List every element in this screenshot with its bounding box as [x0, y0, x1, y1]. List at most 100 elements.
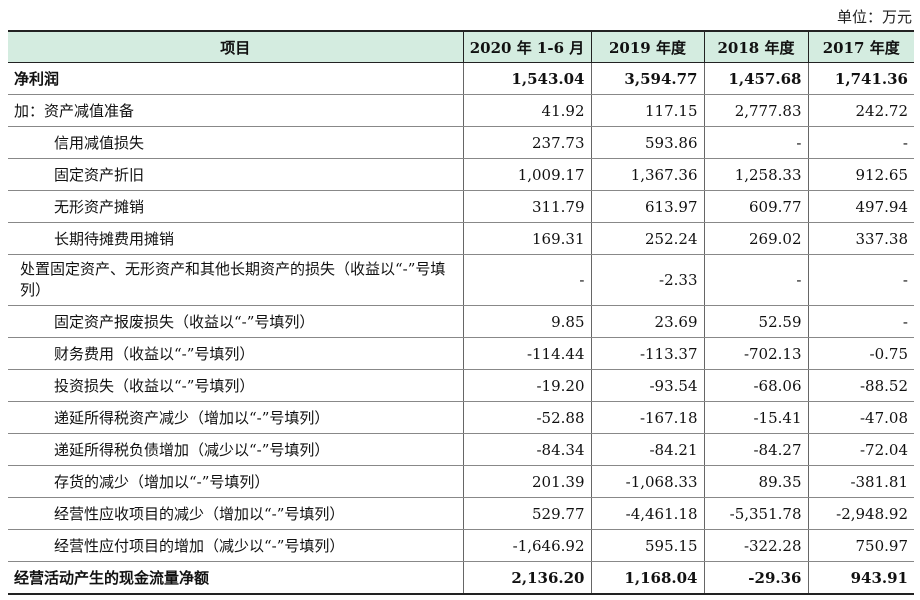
cell-value: -	[462, 254, 591, 306]
cell-value: 169.31	[462, 222, 591, 255]
header-2017: 2017 年度	[807, 30, 914, 63]
cell-value: 23.69	[590, 305, 704, 338]
table-row: 处置固定资产、无形资产和其他长期资产的损失（收益以“-”号填列） - -2.33…	[8, 254, 914, 306]
cell-value: -381.81	[807, 465, 914, 498]
cell-value: 237.73	[462, 126, 591, 159]
table-row: 加：资产减值准备 41.92 117.15 2,777.83 242.72	[8, 94, 914, 127]
cell-value: -0.75	[807, 337, 914, 370]
table-row: 经营性应付项目的增加（减少以“-”号填列） -1,646.92 595.15 -…	[8, 529, 914, 562]
cell-value: -1,646.92	[462, 529, 591, 562]
cell-value: 613.97	[590, 190, 704, 223]
cell-value: 201.39	[462, 465, 591, 498]
cell-value: 52.59	[703, 305, 808, 338]
cell-value: -19.20	[462, 369, 591, 402]
cell-value: -	[807, 305, 914, 338]
header-2018: 2018 年度	[703, 30, 808, 63]
table-row: 投资损失（收益以“-”号填列） -19.20 -93.54 -68.06 -88…	[8, 369, 914, 402]
row-label: 固定资产报废损失（收益以“-”号填列）	[8, 305, 463, 338]
cell-value: 912.65	[807, 158, 914, 191]
row-label: 经营活动产生的现金流量净额	[8, 561, 463, 595]
cell-value: 943.91	[807, 561, 914, 595]
table-row: 递延所得税负债增加（减少以“-”号填列） -84.34 -84.21 -84.2…	[8, 433, 914, 466]
row-label: 递延所得税负债增加（减少以“-”号填列）	[8, 433, 463, 466]
cell-value: -68.06	[703, 369, 808, 402]
cell-value: -47.08	[807, 401, 914, 434]
cell-value: -1,068.33	[590, 465, 704, 498]
row-label: 处置固定资产、无形资产和其他长期资产的损失（收益以“-”号填列）	[8, 254, 463, 306]
cell-value: -	[807, 254, 914, 306]
row-label: 无形资产摊销	[8, 190, 463, 223]
cell-value: 311.79	[462, 190, 591, 223]
row-label: 存货的减少（增加以“-”号填列）	[8, 465, 463, 498]
cell-value: 1,741.36	[807, 62, 914, 95]
cell-value: 9.85	[462, 305, 591, 338]
row-label: 经营性应收项目的减少（增加以“-”号填列）	[8, 497, 463, 530]
cell-value: -113.37	[590, 337, 704, 370]
cell-value: -	[807, 126, 914, 159]
header-row: 项目 2020 年 1-6 月 2019 年度 2018 年度 2017 年度	[8, 30, 914, 63]
row-label: 加：资产减值准备	[8, 94, 463, 127]
cell-value: -88.52	[807, 369, 914, 402]
row-label: 递延所得税资产减少（增加以“-”号填列）	[8, 401, 463, 434]
table-row-total: 经营活动产生的现金流量净额 2,136.20 1,168.04 -29.36 9…	[8, 561, 914, 595]
row-label: 固定资产折旧	[8, 158, 463, 191]
cell-value: 1,367.36	[590, 158, 704, 191]
cell-value: 609.77	[703, 190, 808, 223]
cell-value: -	[703, 126, 808, 159]
cell-value: -84.21	[590, 433, 704, 466]
cell-value: 593.86	[590, 126, 704, 159]
cell-value: 1,543.04	[462, 62, 591, 95]
cell-value: 1,258.33	[703, 158, 808, 191]
cell-value: -167.18	[590, 401, 704, 434]
row-label: 信用减值损失	[8, 126, 463, 159]
cell-value: 3,594.77	[590, 62, 704, 95]
cell-value: 337.38	[807, 222, 914, 255]
cell-value: -52.88	[462, 401, 591, 434]
cell-value: 2,777.83	[703, 94, 808, 127]
row-label: 经营性应付项目的增加（减少以“-”号填列）	[8, 529, 463, 562]
table-row: 无形资产摊销 311.79 613.97 609.77 497.94	[8, 190, 914, 223]
cell-value: 1,009.17	[462, 158, 591, 191]
cell-value: 242.72	[807, 94, 914, 127]
cell-value: -72.04	[807, 433, 914, 466]
row-label: 投资损失（收益以“-”号填列）	[8, 369, 463, 402]
cell-value: -114.44	[462, 337, 591, 370]
cell-value: 89.35	[703, 465, 808, 498]
table-row: 固定资产报废损失（收益以“-”号填列） 9.85 23.69 52.59 -	[8, 305, 914, 338]
table-row: 固定资产折旧 1,009.17 1,367.36 1,258.33 912.65	[8, 158, 914, 191]
header-2019: 2019 年度	[590, 30, 704, 63]
unit-label: 单位：万元	[836, 8, 912, 26]
cell-value: 497.94	[807, 190, 914, 223]
cell-value: 1,168.04	[590, 561, 704, 595]
cell-value: 2,136.20	[462, 561, 591, 595]
cell-value: 595.15	[590, 529, 704, 562]
row-label: 净利润	[8, 62, 463, 95]
cell-value: -15.41	[703, 401, 808, 434]
cell-value: -84.27	[703, 433, 808, 466]
cell-value: -2.33	[590, 254, 704, 306]
table-row: 递延所得税资产减少（增加以“-”号填列） -52.88 -167.18 -15.…	[8, 401, 914, 434]
table-row: 财务费用（收益以“-”号填列） -114.44 -113.37 -702.13 …	[8, 337, 914, 370]
cell-value: 1,457.68	[703, 62, 808, 95]
cell-value: -29.36	[703, 561, 808, 595]
cell-value: -5,351.78	[703, 497, 808, 530]
cell-value: 117.15	[590, 94, 704, 127]
header-2020h1: 2020 年 1-6 月	[462, 30, 591, 63]
table-row: 长期待摊费用摊销 169.31 252.24 269.02 337.38	[8, 222, 914, 255]
cash-flow-reconciliation-table: 项目 2020 年 1-6 月 2019 年度 2018 年度 2017 年度 …	[8, 30, 914, 595]
cell-value: 41.92	[462, 94, 591, 127]
cell-value: -84.34	[462, 433, 591, 466]
table-row: 存货的减少（增加以“-”号填列） 201.39 -1,068.33 89.35 …	[8, 465, 914, 498]
cell-value: 750.97	[807, 529, 914, 562]
table-row: 经营性应收项目的减少（增加以“-”号填列） 529.77 -4,461.18 -…	[8, 497, 914, 530]
cell-value: -2,948.92	[807, 497, 914, 530]
cell-value: 252.24	[590, 222, 704, 255]
cell-value: -702.13	[703, 337, 808, 370]
table-row: 信用减值损失 237.73 593.86 - -	[8, 126, 914, 159]
cell-value: 269.02	[703, 222, 808, 255]
cell-value: -322.28	[703, 529, 808, 562]
row-label: 长期待摊费用摊销	[8, 222, 463, 255]
header-item: 项目	[8, 30, 463, 63]
cell-value: 529.77	[462, 497, 591, 530]
cell-value: -	[703, 254, 808, 306]
